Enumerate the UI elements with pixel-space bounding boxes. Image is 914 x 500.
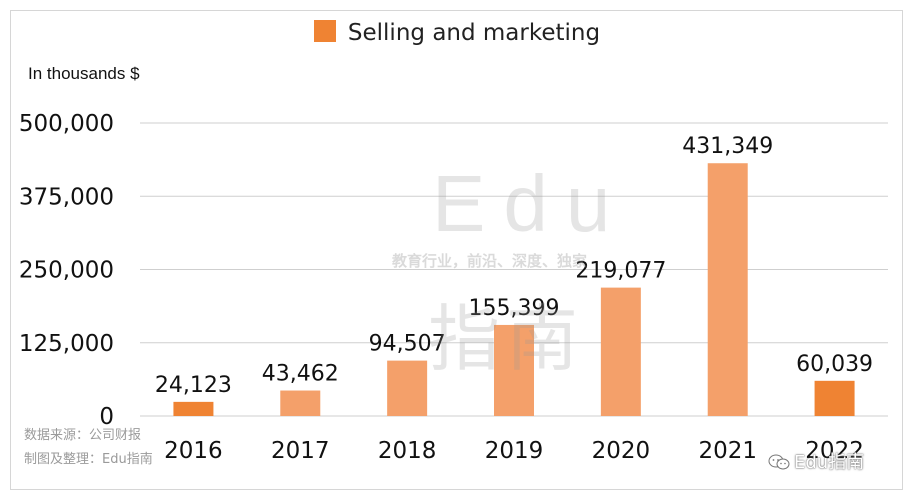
x-tick-label: 2020 — [592, 438, 651, 464]
wechat-icon — [768, 454, 790, 470]
footer-badge: Edu指南 — [768, 448, 864, 474]
bar — [173, 401, 214, 416]
data-label: 43,462 — [262, 362, 339, 387]
legend-swatch — [313, 20, 336, 42]
bar — [387, 360, 428, 416]
unit-label: In thousands $ — [28, 64, 140, 83]
source-note-data: 数据来源：公司财报 — [24, 428, 142, 443]
x-tick-label: 2016 — [164, 438, 223, 464]
data-label: 155,399 — [469, 296, 560, 321]
bar — [600, 287, 641, 416]
bar — [280, 390, 321, 416]
x-tick-label: 2019 — [485, 438, 544, 464]
y-tick-label: 250,000 — [19, 258, 114, 284]
data-label: 94,507 — [369, 332, 446, 357]
data-label: 60,039 — [796, 352, 873, 377]
watermark-name: 指南 — [428, 297, 585, 381]
x-tick-label: 2017 — [271, 438, 330, 464]
source-note-author: 制图及整理：Edu指南 — [24, 452, 153, 467]
x-tick-label: 2018 — [378, 438, 437, 464]
watermark-brand: Edu — [432, 159, 629, 248]
legend: Selling and marketing — [0, 20, 914, 46]
x-tick-label: 2022 — [805, 438, 864, 464]
bar — [814, 380, 855, 416]
y-tick-label: 375,000 — [19, 184, 114, 210]
x-tick-label: 2021 — [698, 438, 757, 464]
data-label: 431,349 — [682, 134, 773, 159]
y-tick-label: 500,000 — [19, 111, 114, 137]
data-label: 24,123 — [155, 373, 232, 398]
y-tick-label: 0 — [99, 404, 114, 430]
chart-frame — [10, 10, 903, 490]
footer-badge-label: Edu指南 — [794, 452, 865, 473]
data-label: 219,077 — [575, 259, 666, 284]
bar — [707, 163, 748, 416]
legend-label: Selling and marketing — [347, 20, 601, 46]
watermark-slogan: 教育行业，前沿、深度、独家 — [392, 252, 588, 270]
bar — [494, 324, 534, 416]
y-tick-label: 125,000 — [19, 331, 114, 357]
